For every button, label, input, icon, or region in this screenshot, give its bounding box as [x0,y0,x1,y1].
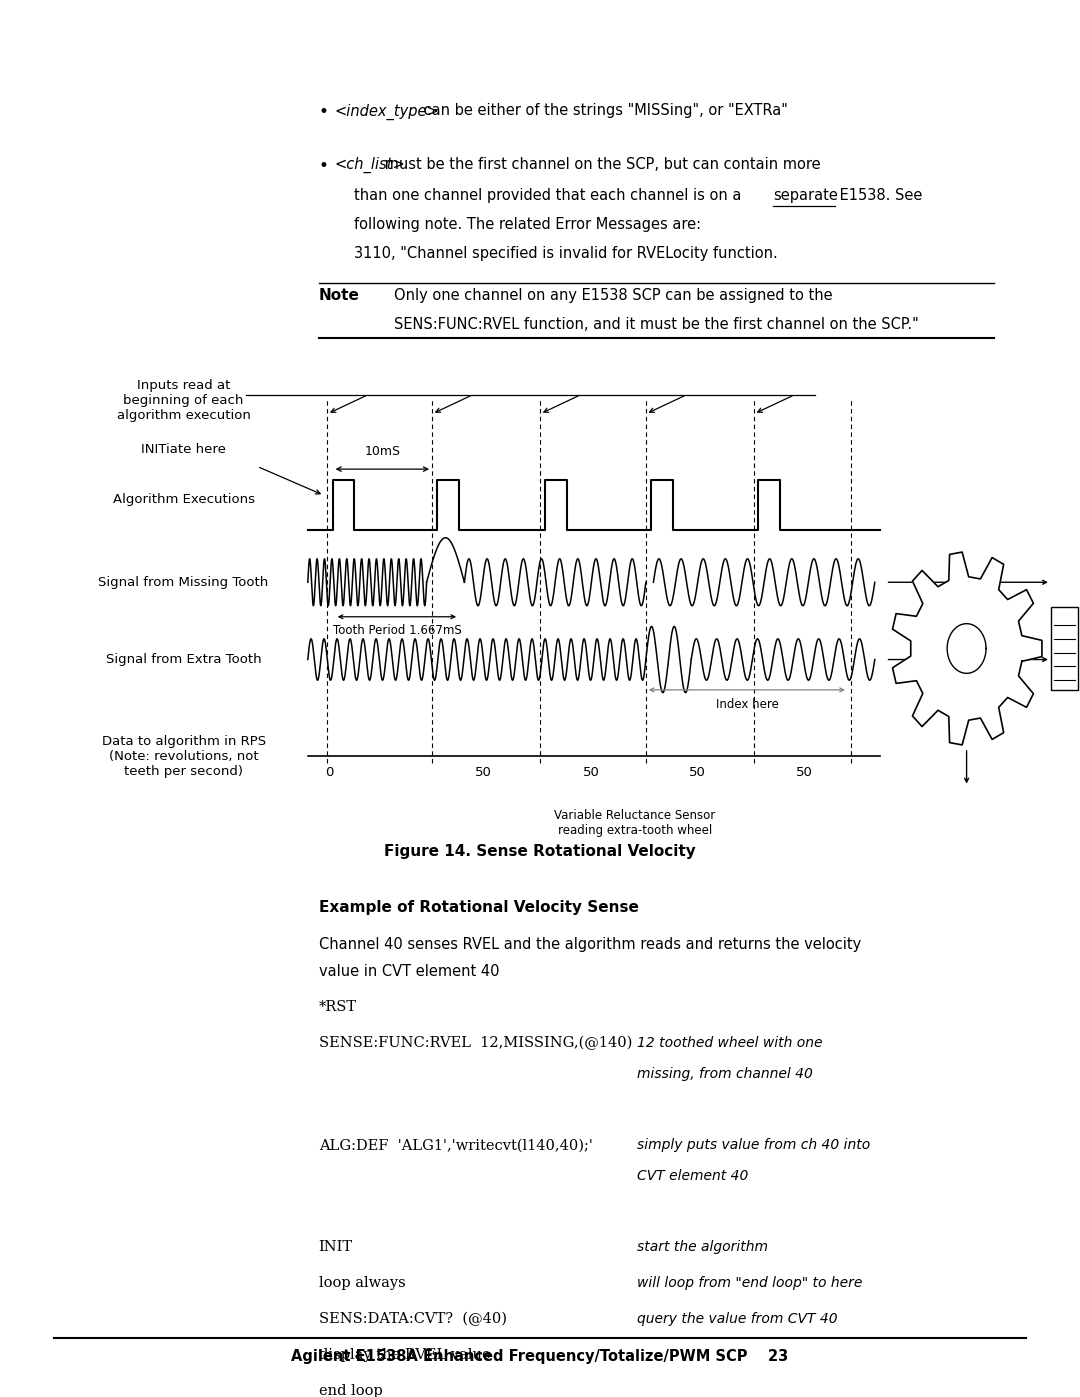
Text: missing, from channel 40: missing, from channel 40 [637,1066,813,1080]
Text: CVT element 40: CVT element 40 [637,1169,748,1183]
Text: SENS:DATA:CVT?  (@40): SENS:DATA:CVT? (@40) [319,1312,507,1326]
Text: separate: separate [773,187,838,203]
Text: INIT: INIT [319,1241,353,1255]
Text: Only one channel on any E1538 SCP can be assigned to the: Only one channel on any E1538 SCP can be… [394,288,833,303]
Text: 12 toothed wheel with one: 12 toothed wheel with one [637,1037,823,1051]
Text: Agilent E1538A Enhanced Frequency/Totalize/PWM SCP    23: Agilent E1538A Enhanced Frequency/Totali… [292,1350,788,1365]
Text: start the algorithm: start the algorithm [637,1241,768,1255]
Text: SENSE:FUNC:RVEL  12,MISSING,(@140): SENSE:FUNC:RVEL 12,MISSING,(@140) [319,1037,632,1051]
Text: Tooth Period 1.667mS: Tooth Period 1.667mS [333,623,462,637]
Text: will loop from "end loop" to here: will loop from "end loop" to here [637,1277,863,1291]
Bar [1051,608,1078,690]
Text: 3110, "Channel specified is invalid for RVELocity function.: 3110, "Channel specified is invalid for … [354,246,778,261]
Text: can be either of the strings "MISSing", or "EXTRa": can be either of the strings "MISSing", … [419,103,788,119]
Text: ALG:DEF  'ALG1','writecvt(l140,40);': ALG:DEF 'ALG1','writecvt(l140,40);' [319,1139,593,1153]
Text: Index here: Index here [716,698,779,711]
Text: Note: Note [319,288,360,303]
Text: 50: 50 [583,766,600,778]
Text: value in CVT element 40: value in CVT element 40 [319,964,499,979]
Text: Channel 40 senses RVEL and the algorithm reads and returns the velocity: Channel 40 senses RVEL and the algorithm… [319,937,861,951]
Text: •: • [319,103,328,122]
Text: Signal from Missing Tooth: Signal from Missing Tooth [98,576,269,588]
Text: 50: 50 [475,766,492,778]
Text: Inputs read at
beginning of each
algorithm execution: Inputs read at beginning of each algorit… [117,380,251,422]
Text: loop always: loop always [319,1277,405,1291]
Text: following note. The related Error Messages are:: following note. The related Error Messag… [354,217,701,232]
Text: 50: 50 [796,766,813,778]
Text: Algorithm Executions: Algorithm Executions [112,493,255,506]
Text: Figure 14. Sense Rotational Velocity: Figure 14. Sense Rotational Velocity [384,844,696,859]
Text: Data to algorithm in RPS
(Note: revolutions, not
teeth per second): Data to algorithm in RPS (Note: revoluti… [102,735,266,778]
Polygon shape [947,623,986,673]
Text: than one channel provided that each channel is on a: than one channel provided that each chan… [354,187,746,203]
Polygon shape [892,552,1042,745]
Text: 0: 0 [325,766,334,778]
Text: end loop: end loop [319,1384,382,1397]
Text: <index_type>: <index_type> [335,103,440,120]
Text: INITiate here: INITiate here [141,443,226,457]
Text: SENS:FUNC:RVEL function, and it must be the first channel on the SCP.": SENS:FUNC:RVEL function, and it must be … [394,317,919,332]
Text: E1538. See: E1538. See [835,187,922,203]
Text: *RST: *RST [319,1000,356,1014]
Text: <ch_list>: <ch_list> [335,158,406,173]
Text: simply puts value from ch 40 into: simply puts value from ch 40 into [637,1139,870,1153]
Text: must be the first channel on the SCP, but can contain more: must be the first channel on the SCP, bu… [380,158,821,172]
Text: 10mS: 10mS [364,446,401,458]
Text: query the value from CVT 40: query the value from CVT 40 [637,1312,838,1326]
Text: Variable Reluctance Sensor
reading extra-tooth wheel: Variable Reluctance Sensor reading extra… [554,809,716,837]
Text: display the RVEL value: display the RVEL value [319,1348,490,1362]
Text: •: • [319,158,328,175]
Text: Example of Rotational Velocity Sense: Example of Rotational Velocity Sense [319,900,638,915]
Text: 50: 50 [689,766,706,778]
Text: Signal from Extra Tooth: Signal from Extra Tooth [106,652,261,666]
